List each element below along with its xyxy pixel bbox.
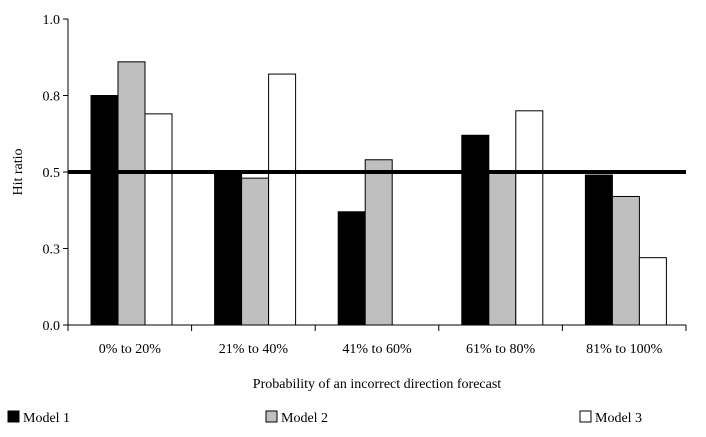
bars — [90, 61, 667, 326]
bar-1-4 — [461, 134, 490, 326]
y-tick-label: 1.0 — [43, 13, 61, 28]
legend-label-2: Model 2 — [281, 411, 328, 426]
x-tick-label: 0% to 20% — [99, 342, 162, 357]
legend: Model 1 Model 2 Model 3 — [7, 410, 642, 426]
bar-3-1 — [144, 113, 173, 326]
bar-3-4 — [515, 110, 544, 326]
y-tick-label: 0.8 — [43, 90, 61, 105]
x-tick-label: 81% to 100% — [586, 342, 663, 357]
x-axis-title: Probability of an incorrect direction fo… — [253, 377, 502, 392]
bar-1-2 — [214, 171, 243, 326]
bar-2-4 — [488, 171, 517, 326]
bar-2-2 — [241, 177, 270, 326]
bar-2-3 — [364, 159, 393, 326]
legend-label-1: Model 1 — [23, 411, 70, 426]
bar-3-2 — [268, 73, 297, 326]
y-tick-label: 0.0 — [43, 319, 61, 334]
x-axis-ticks: 0% to 20% 21% to 40% 41% to 60% 61% to 80% 8… — [67, 325, 687, 357]
x-tick-label: 21% to 40% — [219, 342, 289, 357]
x-tick-label: 41% to 60% — [342, 342, 412, 357]
bar-3-5 — [638, 257, 667, 326]
legend-swatch-2 — [265, 410, 278, 423]
bar-1-5 — [584, 174, 613, 326]
bar-1-3 — [337, 211, 366, 326]
legend-label-3: Model 3 — [595, 411, 642, 426]
y-tick-label: 0.5 — [43, 166, 61, 181]
legend-swatch-3 — [579, 410, 592, 423]
bar-1-1 — [90, 95, 119, 326]
y-tick-label: 0.3 — [43, 243, 61, 258]
x-tick-label: 61% to 80% — [466, 342, 536, 357]
bar-2-1 — [117, 61, 146, 326]
bar-2-5 — [611, 195, 640, 326]
legend-swatch-1 — [7, 410, 20, 423]
y-axis-title: Hit ratio — [11, 148, 26, 195]
y-axis-ticks: 0.0 0.3 0.5 0.8 1.0 — [43, 13, 68, 334]
